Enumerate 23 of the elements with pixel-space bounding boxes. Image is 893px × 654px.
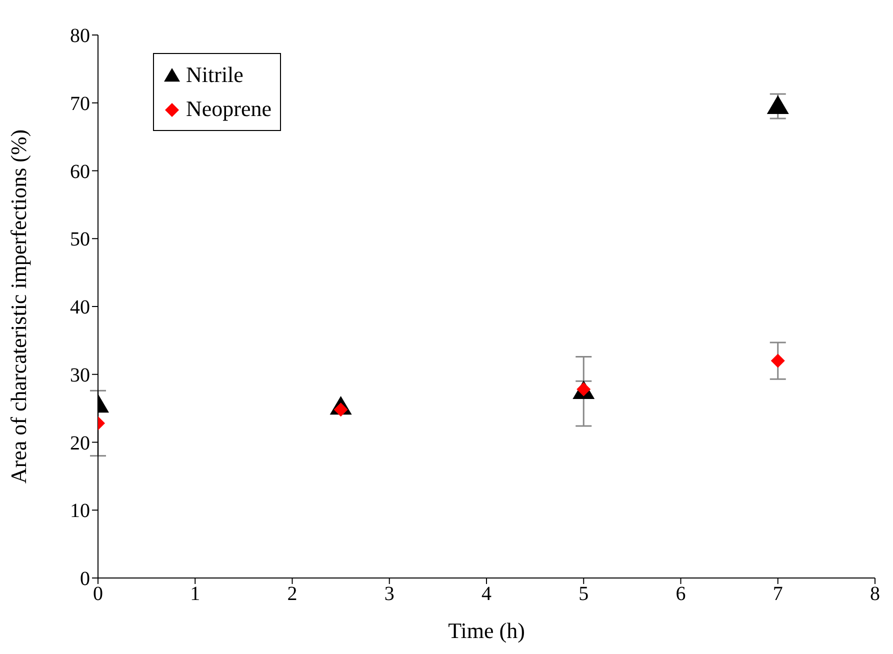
x-tick-label: 2 bbox=[287, 583, 298, 606]
y-tick-label: 40 bbox=[70, 296, 90, 319]
point bbox=[770, 354, 785, 368]
legend-label: Nitrile bbox=[186, 61, 244, 89]
y-tick-label: 50 bbox=[70, 228, 90, 251]
x-axis-title: Time (h) bbox=[448, 618, 525, 643]
y-tick-label: 70 bbox=[70, 92, 90, 115]
x-tick-label: 1 bbox=[190, 583, 200, 606]
y-tick-label: 60 bbox=[70, 160, 90, 183]
y-tick-label: 0 bbox=[80, 568, 90, 590]
legend-label: Neoprene bbox=[186, 95, 272, 123]
y-tick-label: 30 bbox=[70, 364, 90, 386]
y-tick-label: 80 bbox=[70, 25, 90, 48]
x-tick-label: 3 bbox=[384, 583, 394, 606]
y-axis-title: Area of charcateristic imperfections (%) bbox=[6, 129, 31, 484]
x-tick-label: 6 bbox=[676, 583, 686, 606]
y-tick-label: 10 bbox=[70, 500, 90, 522]
x-tick-label: 7 bbox=[772, 583, 783, 606]
x-tick-label: 5 bbox=[578, 583, 589, 606]
point bbox=[766, 95, 789, 114]
y-tick-label: 20 bbox=[70, 432, 90, 454]
x-tick-label: 4 bbox=[482, 583, 492, 606]
x-tick-label: 8 bbox=[870, 583, 880, 606]
